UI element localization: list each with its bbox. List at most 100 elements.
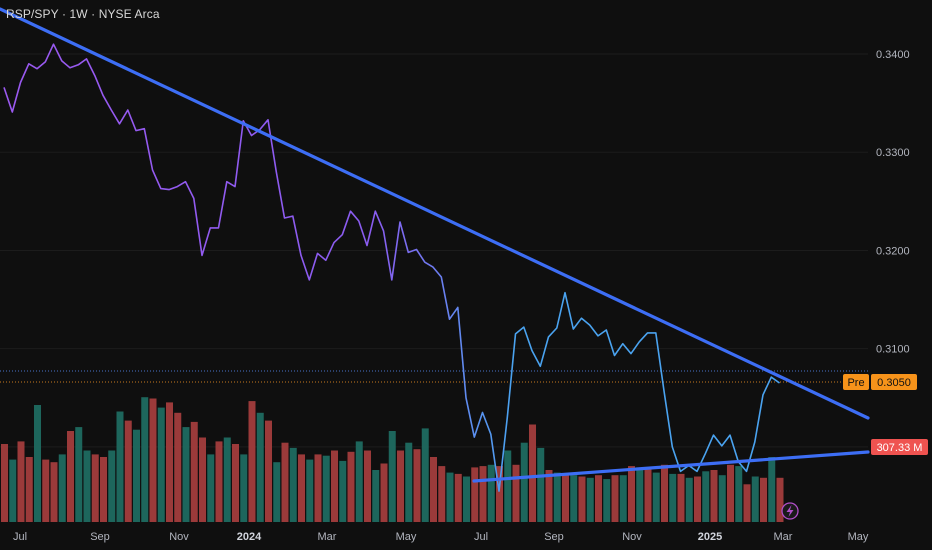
- volume-bar: [289, 447, 297, 522]
- volume-bar: [471, 467, 479, 522]
- x-tick-label: May: [396, 531, 417, 543]
- x-tick-label: Sep: [544, 531, 564, 543]
- volume-bar: [347, 451, 355, 522]
- x-tick-label: Jul: [13, 531, 27, 543]
- x-tick-label: Sep: [90, 531, 110, 543]
- pre-price-badge-bg: [871, 374, 917, 390]
- support-trendline: [472, 450, 870, 483]
- series: [3, 43, 780, 492]
- volume-bar: [512, 464, 520, 522]
- volume-bar: [504, 450, 512, 522]
- volume-bar: [248, 401, 256, 522]
- volume-bar: [710, 470, 718, 522]
- volume-bar: [75, 427, 83, 522]
- volume-bar: [133, 429, 140, 522]
- volume-bar: [182, 427, 190, 522]
- y-tick-label: 0.3400: [876, 49, 910, 61]
- volume-bar: [537, 447, 545, 522]
- volume-bar: [322, 455, 330, 522]
- volume-bar: [603, 479, 611, 522]
- volume-bar: [380, 463, 388, 522]
- volume-bar: [364, 450, 371, 522]
- volume-bar: [702, 471, 710, 522]
- x-tick-label: Mar: [774, 531, 793, 543]
- volume-bar: [586, 477, 594, 522]
- volume-bar: [34, 405, 41, 522]
- volume-bar: [273, 462, 281, 522]
- volume-bar: [215, 441, 223, 522]
- volume-bar: [223, 437, 231, 522]
- volume-bar: [578, 476, 586, 522]
- volume-bar: [157, 407, 165, 522]
- volume-bar: [760, 477, 767, 522]
- volume-bar: [661, 464, 668, 522]
- volume-bar: [430, 457, 437, 522]
- volume-bar: [58, 454, 66, 522]
- volume-bar: [116, 411, 124, 522]
- volume-bar: [83, 450, 91, 522]
- volume-bar: [735, 466, 743, 522]
- volume-bar: [463, 476, 470, 522]
- volume-bar: [141, 397, 149, 522]
- volume-bar: [281, 442, 289, 522]
- separator: ·: [61, 7, 67, 21]
- volume-bar: [1, 444, 8, 522]
- volume-bar: [199, 437, 206, 522]
- volume-bar: [25, 457, 33, 522]
- exchange-label: NYSE Arca: [98, 7, 160, 21]
- volume-bar: [174, 412, 182, 522]
- flash-icon[interactable]: [781, 502, 799, 520]
- x-tick-label: Mar: [318, 531, 337, 543]
- pre-badge-label-bg: [843, 374, 869, 390]
- volume-bar: [677, 473, 685, 522]
- x-tick-label: Jul: [474, 531, 488, 543]
- volume-bar: [520, 442, 528, 522]
- interval-label[interactable]: 1W: [69, 7, 88, 21]
- volume-bar: [339, 460, 347, 522]
- symbol-label[interactable]: RSP/SPY: [6, 7, 59, 21]
- volume-bar: [611, 475, 619, 522]
- volume-bar: [496, 466, 503, 522]
- price-lines: [0, 370, 868, 383]
- volume-bar: [743, 484, 751, 522]
- volume-bar: [9, 459, 17, 522]
- volume-bar: [628, 466, 635, 522]
- volume-bar: [669, 473, 677, 522]
- volume-bar: [397, 450, 404, 522]
- volume-bar: [355, 441, 363, 522]
- volume-bar: [190, 421, 198, 522]
- trendlines[interactable]: [0, 7, 870, 483]
- volume-bar: [619, 475, 627, 522]
- volume-bar: [240, 454, 248, 522]
- volume-bar: [768, 457, 776, 522]
- volume-bar: [636, 470, 644, 522]
- volume-bar: [91, 454, 99, 522]
- chart-header: RSP/SPY · 1W · NYSE Arca: [6, 7, 160, 21]
- price-badges: Pre 0.3050 307.33 M: [843, 374, 928, 455]
- volume-bar: [413, 449, 421, 522]
- volume-bar: [570, 475, 578, 522]
- volume-bar: [166, 402, 173, 522]
- volume-bar: [487, 464, 495, 522]
- volume-bar: [298, 454, 305, 522]
- volume-bar: [545, 470, 553, 522]
- volume-bar: [694, 476, 701, 522]
- volume-bar: [149, 398, 157, 522]
- volume-bar: [405, 442, 413, 522]
- series-line: [3, 43, 780, 492]
- volume-bar: [446, 472, 454, 522]
- volume-bar: [751, 476, 759, 522]
- y-tick-label: 0.3100: [876, 344, 910, 356]
- volume-bar: [421, 428, 429, 522]
- volume-bar: [314, 454, 322, 522]
- x-tick-label: May: [848, 531, 869, 543]
- volume-bar: [67, 431, 74, 522]
- y-tick-label: 0.3200: [876, 245, 910, 257]
- volume-bar: [50, 462, 58, 522]
- volume-bar: [207, 454, 215, 522]
- x-tick-label: Nov: [169, 531, 189, 543]
- volume-bar: [388, 431, 396, 522]
- volume-bars: [1, 397, 784, 522]
